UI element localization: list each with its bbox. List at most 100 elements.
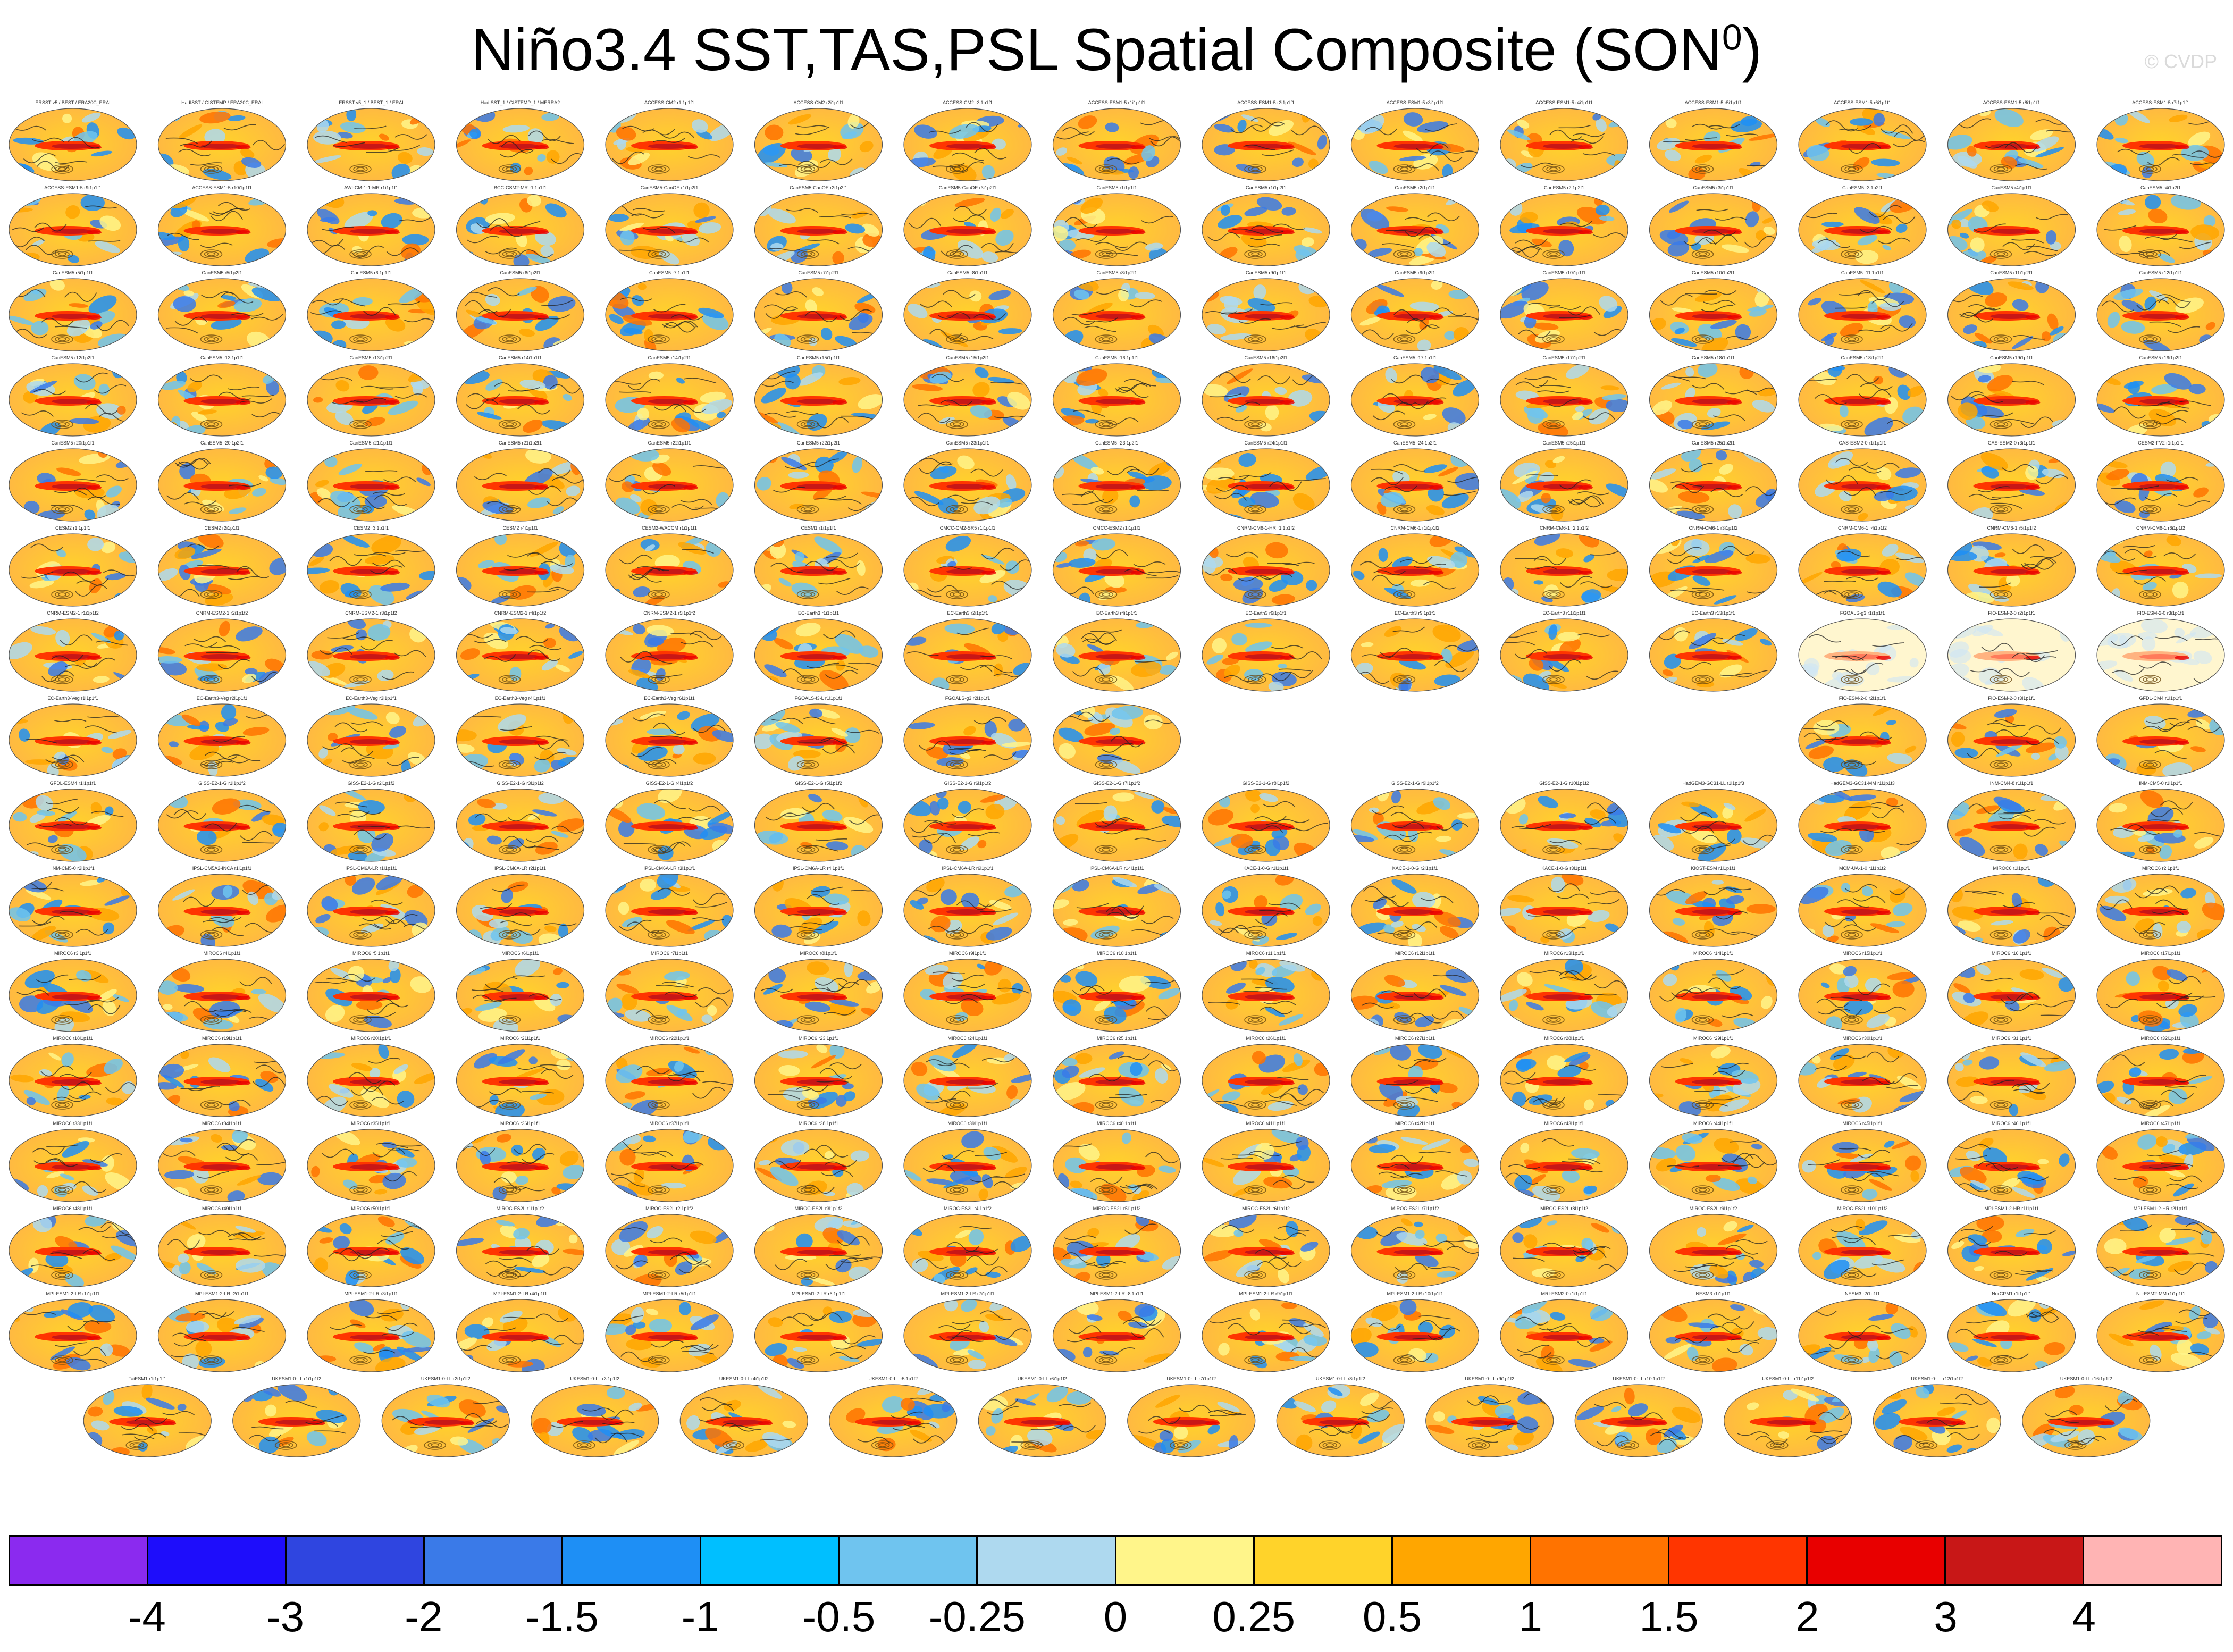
panel-title: UKESM1-0-LL r7i1p1f2 [1166,1376,1216,1381]
panel-title: ACCESS-ESM1-5 r3i1p1f1 [1387,100,1444,105]
panel-title: EC-Earth3 r9i1p1f1 [1395,610,1435,616]
composite-map-panel: MIROC6 r22i1p1f1 [605,1036,734,1117]
composite-map-panel: ACCESS-ESM1-5 r7i1p1f1 [2096,100,2225,181]
composite-map-panel: UKESM1-0-LL r16i1p1f2 [2022,1376,2151,1457]
panel-title: GISS-E2-1-G r10i1p1f2 [1539,781,1589,786]
panel-title: MIROC-ES2L r4i1p1f2 [944,1206,992,1211]
panel-title: CAS-ESM2-0 r3i1p1f1 [1988,440,2035,446]
composite-map-panel: CanESM5 r14i1p2f1 [605,355,734,437]
colorbar-segment [1807,1537,1946,1584]
composite-map-panel: GISS-E2-1-G r4i1p1f2 [605,781,734,862]
composite-map-panel: MIROC6 r23i1p1f1 [754,1036,883,1117]
panel-title: MIROC6 r32i1p1f1 [2140,1036,2180,1041]
panel-title: BCC-CSM2-MR r1i1p1f1 [494,185,547,190]
panel-title: CanESM5 r22i1p1f1 [648,440,691,446]
panel-title: CanESM5 r8i1p1f1 [947,270,988,275]
composite-map-panel: MIROC6 r31i1p1f1 [1947,1036,2076,1117]
composite-map-panel: CanESM5 r22i1p1f1 [605,440,734,522]
composite-map-panel: CanESM5 r1i1p1f1 [1052,185,1181,266]
panel-title: MIROC6 r37i1p1f1 [649,1121,689,1126]
panel-title: GISS-E2-1-G r2i1p1f2 [348,781,395,786]
panel-title: UKESM1-0-LL r1i1p1f2 [272,1376,321,1381]
composite-map-panel: MIROC-ES2L r6i1p1f2 [1202,1206,1330,1287]
panel-title: KACE-1-0-G r1i1p1f1 [1243,866,1289,871]
panel-title: ACCESS-ESM1-5 r7i1p1f1 [2132,100,2189,105]
panel-title: CanESM5 r4i1p2f1 [2140,185,2181,190]
colorbar-segment [978,1537,1116,1584]
composite-map-panel: CNRM-CM6-1 r1i1p1f2 [1350,525,1480,607]
colorbar-label: -3 [266,1593,305,1640]
panel-title: CanESM5 r18i1p2f1 [1841,355,1884,360]
panel-title: CanESM5 r8i1p2f1 [1096,270,1137,275]
composite-map-panel: CanESM5 r2i1p1f1 [1350,185,1480,266]
composite-map-panel: EC-Earth3-Veg r1i1p1f1 [9,695,137,777]
panel-title: CanESM5 r7i1p1f1 [649,270,690,275]
composite-map-panel: MIROC6 r37i1p1f1 [605,1121,734,1202]
panel-title: ACCESS-ESM1-5 r5i1p1f1 [1685,100,1742,105]
composite-map-panel: EC-Earth3 r11i1p1f1 [1500,610,1628,692]
composite-map-panel: GISS-E2-1-G r7i1p1f2 [1052,781,1181,862]
composite-map-panel: CESM2 r2i1p1f1 [157,525,287,607]
composite-map-panel: EC-Earth3-Veg r3i1p1f1 [307,695,435,777]
composite-map-panel: MIROC6 r46i1p1f1 [1947,1121,2076,1202]
panel-title: CNRM-ESM2-1 r2i1p1f2 [196,610,248,616]
composite-map-panel [1052,703,1181,777]
colorbar-segment [148,1537,287,1584]
composite-map-panel: CanESM5 r18i1p1f1 [1649,355,1778,437]
composite-map-panel: ACCESS-ESM1-5 r1i1p1f1 [1052,100,1181,181]
colorbar-segment [2084,1537,2221,1584]
panel-title: MIROC-ES2L r2i1p1f2 [645,1206,693,1211]
composite-map-panel: ACCESS-ESM1-5 r5i1p1f1 [1649,100,1778,181]
panel-title: MIROC6 r10i1p1f1 [1097,951,1137,956]
composite-map-panel: CanESM5 r19i1p1f1 [1947,355,2076,437]
composite-map-panel: UKESM1-0-LL r11i1p1f2 [1724,1376,1852,1457]
panel-title: CanESM5-CanOE r2i1p2f1 [790,185,847,190]
composite-map-panel: MPI-ESM1-2-LR r3i1p1f1 [307,1291,435,1372]
colorbar-segment [563,1537,702,1584]
panel-title: EC-Earth3-Veg r4i1p1f1 [495,695,546,701]
map-panel-grid: ERSST v5 / BEST / ERA20C_ERAI HadISST / G… [9,100,2225,1457]
panel-title: GFDL-ESM4 r1i1p1f1 [50,781,96,786]
panel-title: CanESM5 r1i1p1f1 [1096,185,1137,190]
composite-map-panel: CAS-ESM2-0 r3i1p1f1 [1947,440,2076,522]
panel-title: MIROC6 r35i1p1f1 [351,1121,391,1126]
composite-map-panel: CanESM5 r15i1p2f1 [903,355,1032,437]
panel-title: MIROC6 r19i1p1f1 [202,1036,242,1041]
composite-map-panel: ACCESS-ESM1-5 r2i1p1f1 [1202,100,1330,181]
panel-title: UKESM1-0-LL r5i1p1f2 [868,1376,918,1381]
composite-map-panel: KACE-1-0-G r1i1p1f1 [1202,866,1330,947]
panel-title: INM-CM5-0 r2i1p1f1 [51,866,95,871]
composite-map-panel: CanESM5 r11i1p1f1 [1798,270,1927,351]
panel-title: UKESM1-0-LL r6i1p1f2 [1018,1376,1067,1381]
composite-map-panel: NESM3 r2i1p1f1 [1798,1291,1927,1372]
panel-title: NESM3 r2i1p1f1 [1845,1291,1880,1296]
panel-title: MIROC6 r13i1p1f1 [1544,951,1584,956]
panel-title: MIROC-ES2L r8i1p1f2 [1540,1206,1588,1211]
panel-title: CanESM5 r1i1p2f1 [1246,185,1286,190]
colorbar-label: -0.5 [802,1593,876,1640]
panel-title: KIOST-ESM r1i1p1f1 [1691,866,1735,871]
colorbar-segment [701,1537,840,1584]
composite-map-panel: MIROC6 r30i1p1f1 [1798,1036,1927,1117]
composite-map-panel: MIROC6 r13i1p1f1 [1500,951,1628,1032]
composite-map-panel: CanESM5 r22i1p2f1 [754,440,883,522]
panel-title: MIROC6 r3i1p1f1 [54,951,91,956]
composite-map-panel: EC-Earth3-Veg r2i1p1f1 [157,695,287,777]
panel-title: MIROC6 r8i1p1f1 [800,951,837,956]
panel-title: CanESM5 r4i1p1f1 [1991,185,2031,190]
panel-title: MIROC6 r16i1p1f1 [1992,951,2031,956]
colorbar-segment [425,1537,564,1584]
composite-map-panel: MPI-ESM1-2-LR r2i1p1f1 [157,1291,287,1372]
composite-map-panel: MIROC6 r16i1p1f1 [1947,951,2076,1032]
composite-map-panel: MPI-ESM1-2-HR r1i1p1f1 [1947,1206,2076,1287]
composite-map-panel: MIROC6 r4i1p1f1 [157,951,287,1032]
composite-map-panel: MIROC-ES2L r2i1p1f2 [605,1206,734,1287]
panel-title: CNRM-CM6-1 r2i1p1f2 [1540,525,1589,531]
panel-title: FIO-ESM-2-0 r2i1p1f1 [1988,610,2035,616]
panel-title: CNRM-ESM2-1 r5i1p1f2 [643,610,695,616]
panel-title: CanESM5 r15i1p1f1 [797,355,840,360]
panel-title: CNRM-ESM2-1 r3i1p1f2 [345,610,397,616]
composite-map-panel: MIROC6 r41i1p1f1 [1202,1121,1330,1202]
panel-title: UKESM1-0-LL r9i1p1f2 [1465,1376,1514,1381]
composite-map-panel: CNRM-CM6-1 r6i1p1f2 [2096,525,2225,607]
